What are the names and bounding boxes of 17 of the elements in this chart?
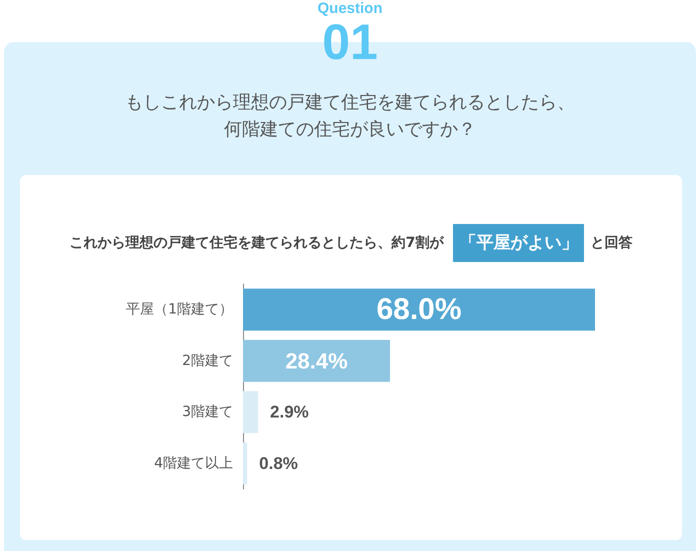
text: と回答 xyxy=(590,234,632,252)
data-label: 28.4% xyxy=(285,348,348,374)
text: Question xyxy=(317,0,382,18)
y-tick-label: 3階建て xyxy=(182,404,233,420)
bar xyxy=(243,340,390,382)
bar xyxy=(243,391,258,434)
text: 「平屋がよい」 xyxy=(453,224,584,262)
bar xyxy=(243,288,595,331)
y-tick-label: 2階建て xyxy=(182,352,233,369)
chart-title: もしこれから理想の戸建て住宅を建てられるとしたら、何階建ての住宅が良いですか？ xyxy=(124,91,576,142)
y-tick-label: 4階建て以上 xyxy=(154,455,233,472)
data-label: 2.9% xyxy=(270,402,309,422)
bar xyxy=(243,442,248,484)
y-tick-label: 平屋（1階建て） xyxy=(126,302,233,318)
data-label: 68.0% xyxy=(376,293,462,326)
data-label: 0.8% xyxy=(259,454,298,473)
chart-subtitle: これから理想の戸建て住宅を建てられるとしたら、約7割が xyxy=(70,234,444,252)
